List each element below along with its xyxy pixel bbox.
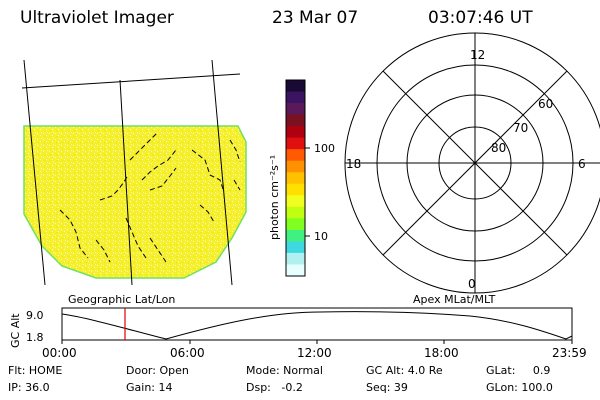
status-gain: Gain: 14 [126, 381, 173, 394]
colorbar-segment [286, 264, 305, 277]
colorbar-segment [286, 206, 305, 219]
mlt-label-12: 12 [470, 48, 485, 62]
status-mode: Mode: Normal [246, 364, 323, 377]
colorbar-segment [286, 218, 305, 231]
colorbar-segment [286, 137, 305, 150]
status-door: Door: Open [126, 364, 189, 377]
status-seq: Seq: 39 [366, 381, 408, 394]
mlt-label-6: 6 [578, 157, 586, 171]
colorbar-segment [286, 241, 305, 254]
date-label: 23 Mar 07 [272, 8, 359, 28]
colorbar-segment [286, 149, 305, 162]
colorbar-segment [286, 252, 305, 265]
ytick-min: 1.8 [26, 331, 44, 344]
colorbar-segment [286, 80, 305, 93]
xtick-0600: 06:00 [170, 346, 205, 360]
colorbar-segment [286, 126, 305, 139]
instrument-title: Ultraviolet Imager [20, 8, 174, 28]
colorbar-segment [286, 172, 305, 185]
xtick-1800: 18:00 [424, 346, 459, 360]
status-glon: GLon: 100.0 [486, 381, 553, 394]
colorbar-segment [286, 91, 305, 104]
image-caption: Geographic Lat/Lon [68, 293, 175, 306]
colorbar-unit-label: photon cm⁻²s⁻¹ [268, 155, 281, 240]
colorbar-segment [286, 160, 305, 173]
lat-label-70: 70 [513, 121, 528, 135]
colorbar-segment [286, 195, 305, 208]
gc-alt-ylabel: GC Alt [9, 313, 22, 348]
status-glat: GLat: 0.9 [486, 364, 551, 377]
xtick-0000: 00:00 [42, 346, 77, 360]
mlt-label-0: 0 [468, 277, 476, 291]
gc-alt-curve [61, 311, 573, 340]
ytick-max: 9.0 [26, 309, 44, 322]
colorbar-segment [286, 103, 305, 116]
xtick-1200: 12:00 [297, 346, 332, 360]
status-dsp: Dsp: -0.2 [246, 381, 303, 394]
colorbar-tick-100: 100 [314, 142, 335, 155]
colorbar-segment [286, 114, 305, 127]
status-ip: IP: 36.0 [8, 381, 50, 394]
auroral-image-fill [23, 125, 247, 279]
mlt-label-18: 18 [346, 157, 361, 171]
status-flt: Flt: HOME [8, 364, 63, 377]
colorbar-tick-10: 10 [314, 230, 328, 243]
lat-label-80: 80 [491, 141, 506, 155]
polar-caption: Apex MLat/MLT [413, 293, 496, 306]
lat-label-60: 60 [538, 97, 553, 111]
colorbar-segment [286, 229, 305, 242]
colorbar-segment [286, 183, 305, 196]
time-label: 03:07:46 UT [428, 8, 533, 28]
xtick-2359: 23:59 [552, 346, 587, 360]
status-gcalt: GC Alt: 4.0 Re [366, 364, 443, 377]
